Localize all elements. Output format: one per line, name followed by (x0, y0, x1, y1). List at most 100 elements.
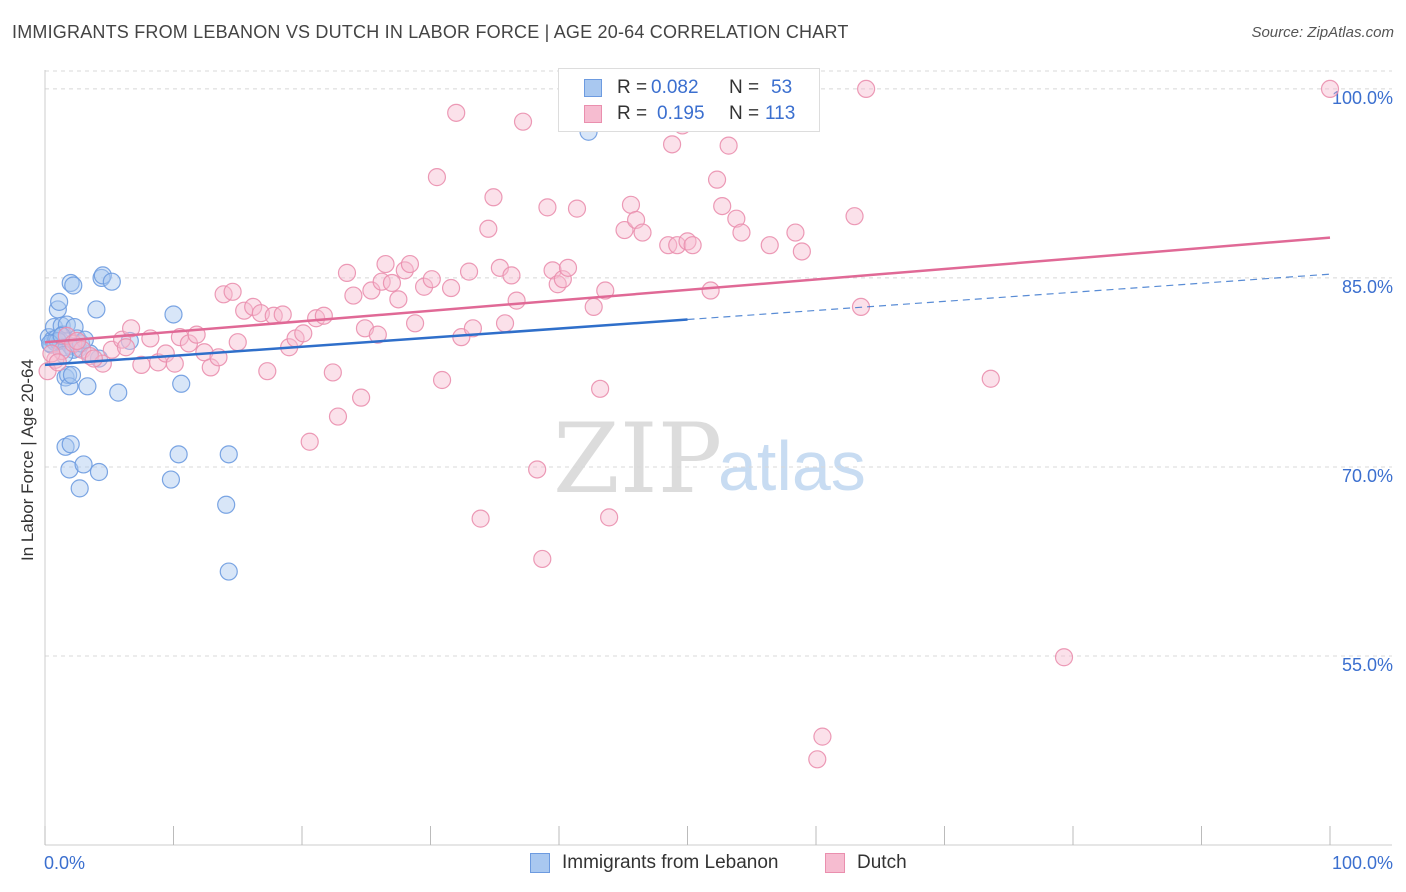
legend-r-value: 0.082 (651, 77, 699, 98)
data-point (389, 290, 408, 309)
data-point (668, 236, 687, 255)
chart-title: IMMIGRANTS FROM LEBANON VS DUTCH IN LABO… (12, 22, 849, 42)
data-point (201, 358, 220, 377)
data-point (792, 242, 811, 261)
legend-n-label: N = (729, 103, 760, 124)
source-label: Source: ZipAtlas.com (1251, 24, 1394, 41)
data-point (596, 281, 615, 300)
data-point (84, 349, 103, 368)
data-point (845, 207, 864, 226)
trend-line-pink (44, 236, 1331, 344)
data-point (459, 262, 479, 281)
data-point (74, 455, 93, 474)
data-point (368, 325, 387, 344)
data-point (463, 319, 483, 338)
data-point (50, 292, 69, 311)
data-point (314, 306, 333, 325)
data-point (591, 379, 610, 398)
data-point (217, 495, 236, 514)
y-tick-label: 70.0% (1342, 466, 1393, 486)
data-point (223, 282, 242, 301)
data-point (713, 196, 732, 216)
data-point (507, 291, 526, 310)
data-point (164, 305, 183, 324)
data-point (172, 374, 191, 393)
data-point (405, 314, 425, 333)
legend-row-dutch: R = 0.195 N = 113 (559, 103, 819, 127)
legend-label-dutch: Dutch (857, 852, 907, 873)
legend-r-value: 0.195 (657, 103, 705, 124)
data-point (727, 209, 746, 228)
legend-n-label: N = (729, 77, 760, 98)
data-point (701, 281, 720, 300)
data-point (161, 470, 181, 489)
data-point (273, 305, 292, 324)
y-tick-label: 55.0% (1342, 655, 1393, 675)
legend-r-label: R = (617, 77, 648, 98)
data-point (600, 508, 619, 527)
data-point (87, 300, 106, 319)
data-point (60, 460, 79, 479)
data-point (56, 437, 75, 456)
legend-n-value: 53 (771, 77, 793, 98)
data-point (447, 103, 466, 122)
data-point (584, 297, 603, 317)
data-point (102, 272, 121, 291)
data-point (93, 266, 112, 285)
data-point (219, 445, 238, 464)
data-point (558, 258, 578, 277)
legend-swatch-blue (530, 853, 550, 873)
data-point (495, 314, 515, 333)
data-point (683, 236, 702, 255)
data-point (538, 198, 557, 217)
data-point (382, 273, 402, 293)
data-point (89, 462, 109, 482)
data-point (533, 549, 552, 569)
data-point (707, 170, 727, 189)
data-point (61, 435, 80, 454)
data-point (471, 509, 490, 528)
data-point (228, 333, 247, 352)
data-point (337, 263, 357, 282)
data-point (615, 220, 634, 240)
data-point (427, 168, 447, 187)
data-point (857, 79, 876, 99)
correlation-legend: R = 0.082 N = 53 R = 0.195 N = 113 (558, 68, 820, 132)
trend-line-blue (44, 318, 688, 367)
data-point (258, 362, 277, 381)
data-point (1320, 79, 1340, 99)
data-point (432, 370, 452, 390)
data-point (813, 727, 832, 746)
data-point (376, 254, 395, 274)
data-point (60, 377, 79, 396)
data-point (513, 112, 533, 131)
data-point (78, 377, 97, 396)
data-point (323, 363, 342, 382)
legend-row-lebanon: R = 0.082 N = 53 (559, 77, 819, 101)
legend-swatch-pink (584, 105, 602, 123)
data-point (64, 276, 83, 295)
data-point (352, 388, 371, 407)
legend-swatch-pink (825, 853, 845, 873)
y-tick-label: 100.0% (1332, 88, 1393, 108)
watermark-zip: ZIP (553, 403, 722, 515)
data-point (400, 254, 420, 274)
x-tick-label-max: 100.0% (1332, 853, 1393, 873)
data-point (294, 324, 313, 343)
data-point (61, 273, 80, 293)
data-point (502, 266, 521, 285)
watermark-atlas: atlas (718, 427, 866, 505)
data-point (169, 445, 188, 464)
data-point (528, 460, 547, 479)
data-point (62, 365, 82, 385)
data-point (719, 136, 738, 155)
data-point (300, 432, 319, 451)
data-point (441, 278, 461, 298)
data-point (219, 562, 238, 581)
legend-r-label: R = (617, 103, 648, 124)
data-point (786, 223, 805, 242)
data-point (116, 338, 136, 357)
data-point (121, 319, 141, 338)
data-point (732, 223, 751, 242)
data-point (621, 195, 641, 214)
